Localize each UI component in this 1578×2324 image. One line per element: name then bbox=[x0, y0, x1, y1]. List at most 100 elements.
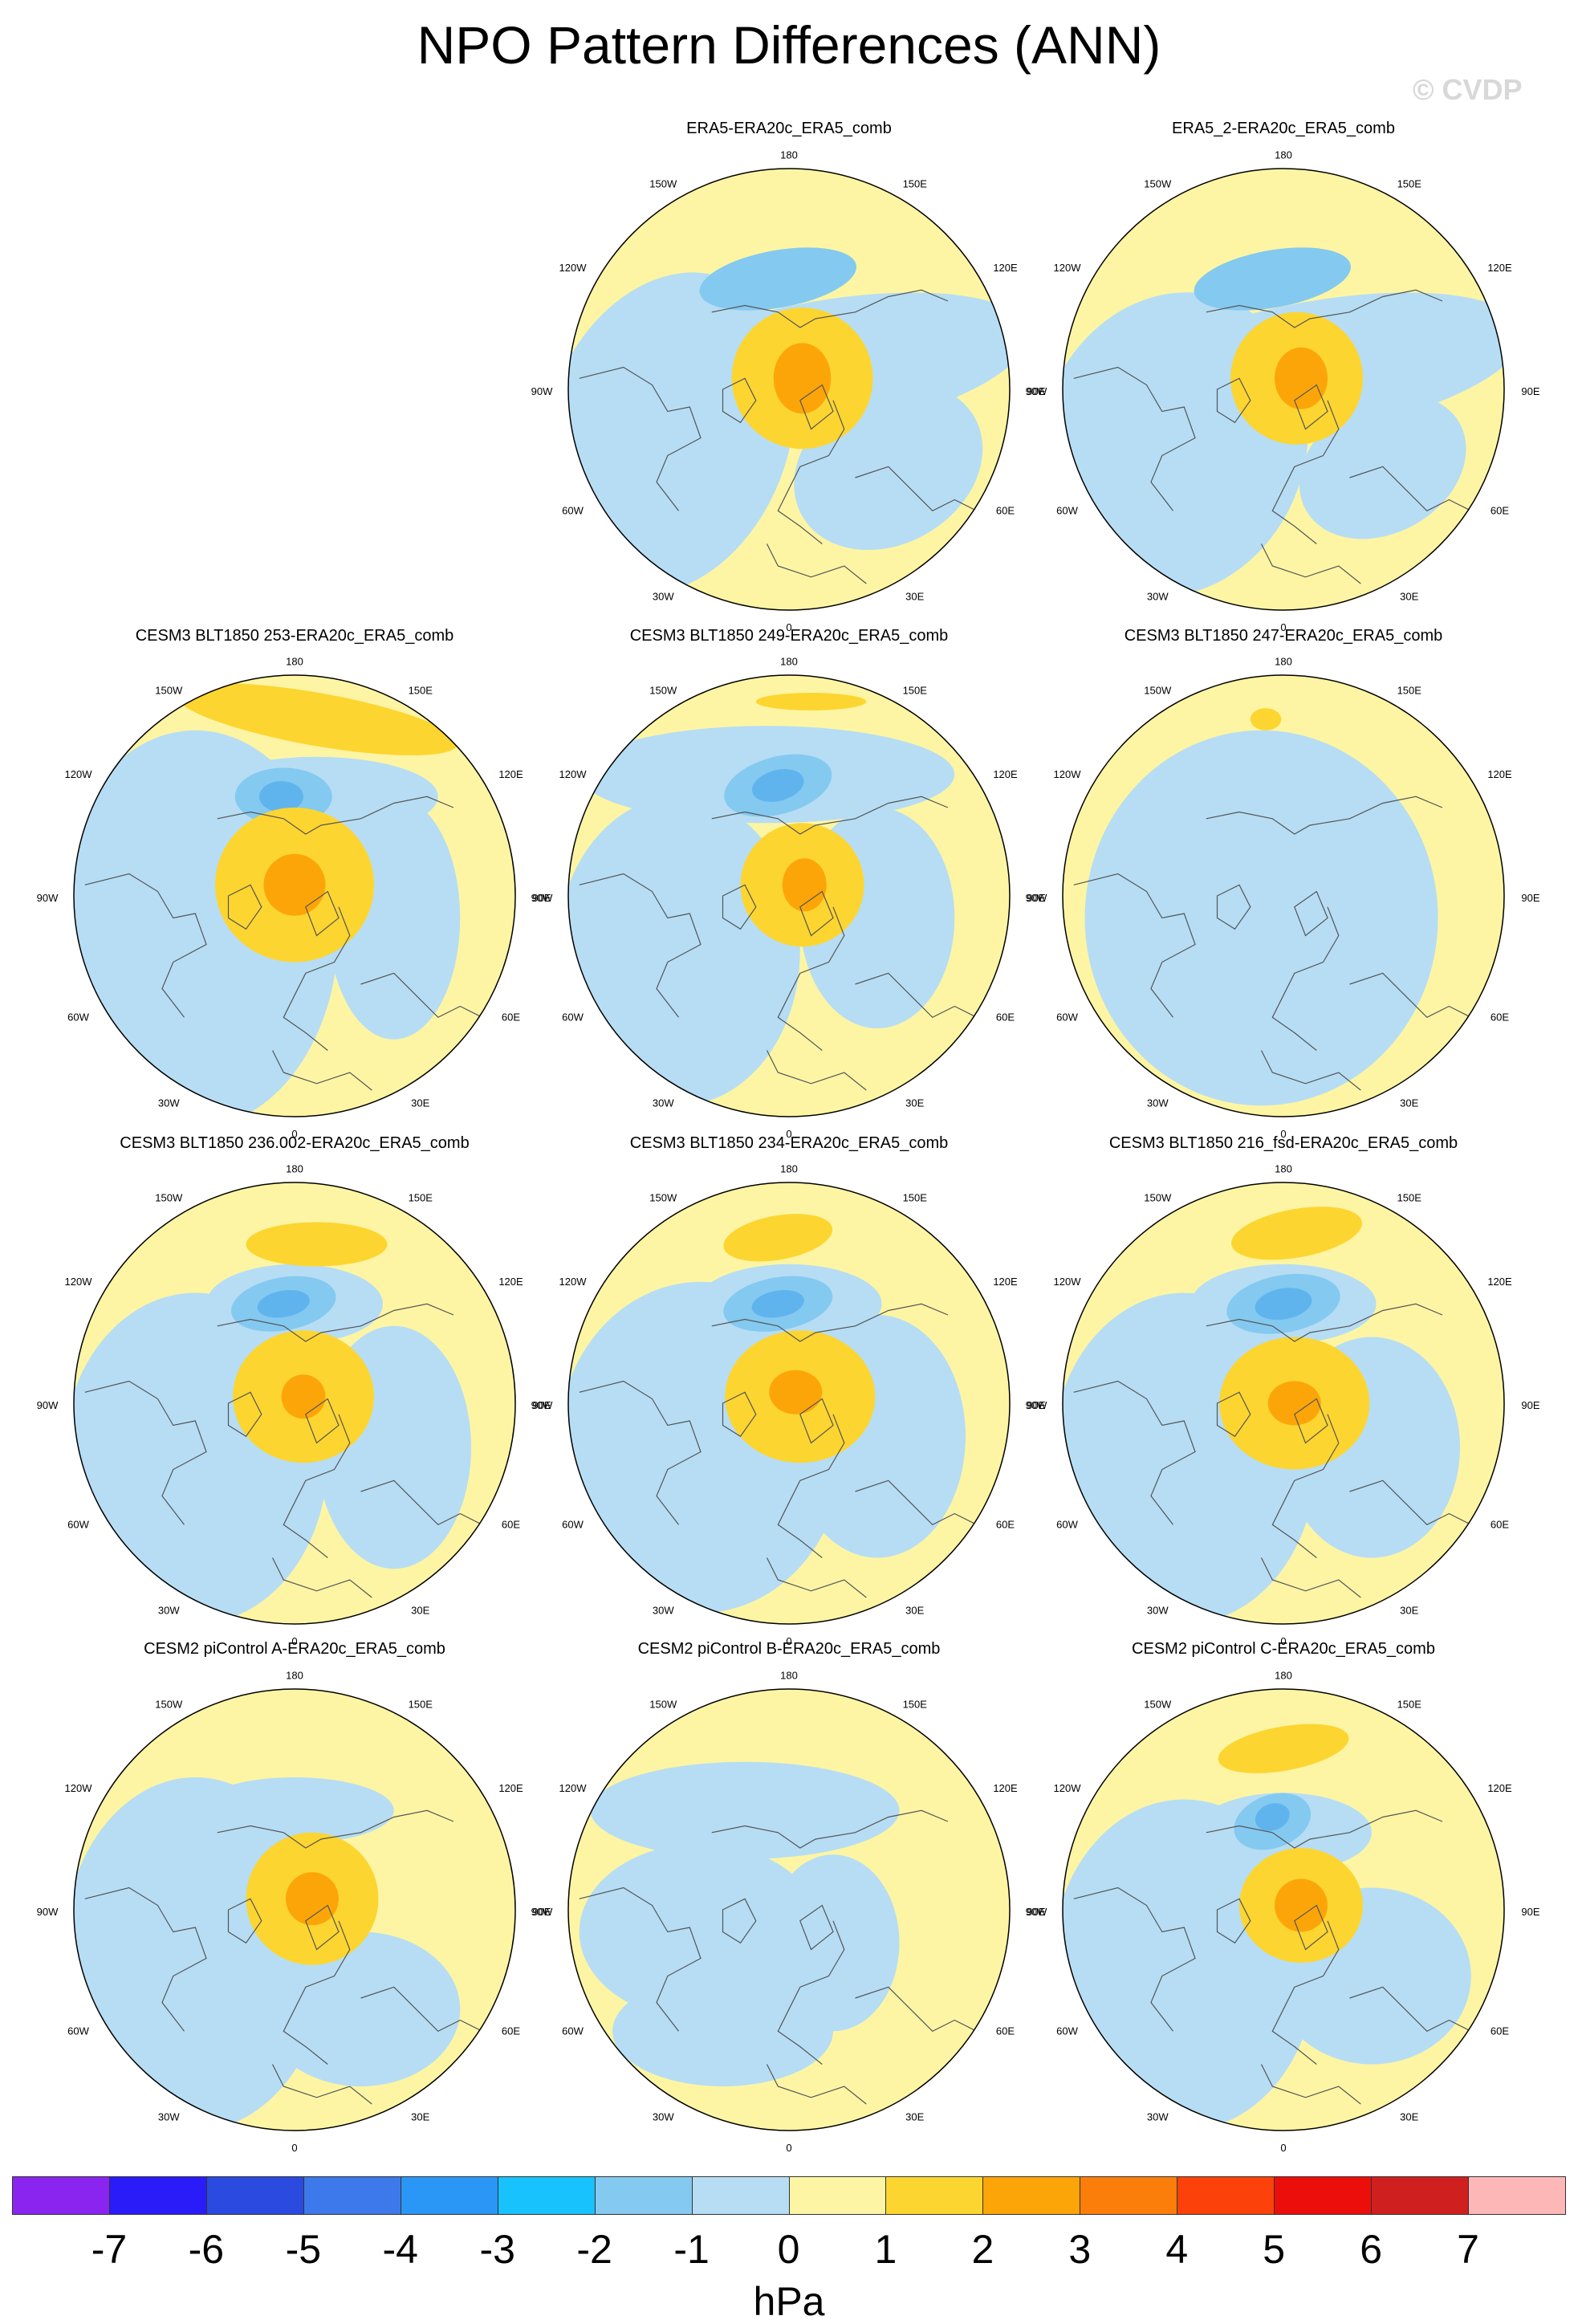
longitude-label: 90W bbox=[1026, 1906, 1047, 1918]
longitude-label: 90W bbox=[531, 892, 553, 904]
longitude-label: 120W bbox=[559, 1276, 588, 1288]
longitude-label: 30E bbox=[1400, 591, 1418, 603]
longitude-label: 180 bbox=[780, 1163, 798, 1175]
coastline bbox=[271, 1050, 372, 1091]
longitude-label: 0 bbox=[786, 1128, 791, 1140]
colorbar bbox=[12, 2176, 1566, 2215]
panel-title: ERA5-ERA20c_ERA5_comb bbox=[686, 120, 892, 137]
coastline bbox=[1260, 1557, 1361, 1598]
coastline bbox=[711, 1303, 949, 1342]
longitude-label: 150W bbox=[1144, 1698, 1172, 1710]
coastline bbox=[227, 1898, 262, 1944]
polar-map-panel: 180 0 150W 150E 120W 120E 90W 90E 60W 60E 30W 30E bbox=[531, 1661, 1046, 2159]
longitude-label: 30W bbox=[1147, 2111, 1169, 2123]
longitude-label: 120W bbox=[559, 768, 588, 780]
longitude-label: 150E bbox=[1397, 1191, 1422, 1203]
longitude-label: 150E bbox=[903, 1698, 928, 1710]
longitude-label: 90E bbox=[532, 1399, 551, 1411]
longitude-label: 90E bbox=[1521, 1399, 1539, 1411]
longitude-label: 90E bbox=[1027, 892, 1045, 904]
positive-region bbox=[723, 1214, 833, 1262]
longitude-label: 30W bbox=[1147, 1605, 1169, 1617]
longitude-label: 150W bbox=[155, 1191, 183, 1203]
polar-map-panel: 180 0 150W 150E 120W 120E 90W 90E 60W 60E 30W 30E bbox=[1026, 1661, 1540, 2159]
longitude-label: 120W bbox=[1054, 1276, 1082, 1288]
negative-core bbox=[751, 1290, 804, 1318]
longitude-label: 180 bbox=[286, 656, 303, 668]
colorbar-box bbox=[594, 2176, 693, 2215]
positive-core bbox=[1275, 347, 1328, 409]
coastline bbox=[722, 377, 757, 424]
colorbar-tick-label: 2 bbox=[971, 2227, 994, 2272]
longitude-label: 150E bbox=[1397, 1698, 1422, 1710]
coastline bbox=[855, 1479, 978, 1526]
coastline bbox=[217, 1809, 454, 1849]
longitude-label: 60E bbox=[1491, 1011, 1509, 1023]
colorbar-box bbox=[205, 2176, 304, 2215]
panel-title: CESM3 BLT1850 236.002-ERA20c_ERA5_comb bbox=[120, 1134, 470, 1152]
longitude-label: 90E bbox=[1027, 385, 1045, 397]
positive-region bbox=[175, 683, 458, 755]
colorbar-tick-label: 5 bbox=[1263, 2227, 1286, 2272]
longitude-label: 60E bbox=[996, 1011, 1015, 1023]
longitude-label: 120E bbox=[498, 1276, 523, 1288]
coastline bbox=[227, 884, 262, 930]
longitude-label: 120E bbox=[498, 768, 523, 780]
longitude-label: 60E bbox=[502, 1011, 520, 1023]
longitude-label: 120E bbox=[993, 1276, 1018, 1288]
positive-region bbox=[1250, 708, 1282, 731]
longitude-label: 150E bbox=[1397, 177, 1422, 189]
longitude-label: 150W bbox=[1144, 177, 1172, 189]
longitude-label: 150W bbox=[649, 177, 677, 189]
map-border bbox=[567, 168, 1011, 611]
coastline bbox=[1349, 972, 1472, 1019]
coastline bbox=[1073, 1380, 1196, 1525]
longitude-label: 180 bbox=[1275, 149, 1292, 161]
longitude-label: 60E bbox=[996, 2025, 1015, 2037]
longitude-label: 90E bbox=[1521, 892, 1539, 904]
longitude-label: 120E bbox=[1487, 1782, 1512, 1794]
colorbar-tick-label: -3 bbox=[479, 2227, 515, 2272]
longitude-label: 30E bbox=[411, 1097, 429, 1109]
colorbar-box bbox=[982, 2176, 1081, 2215]
positive-region bbox=[755, 693, 867, 710]
polar-map-panel: 180 0 150W 150E 120W 120E 90W 90E 60W 60E 30W 30E bbox=[1026, 647, 1540, 1145]
longitude-label: 120E bbox=[993, 768, 1018, 780]
longitude-label: 30E bbox=[905, 2111, 924, 2123]
longitude-label: 0 bbox=[291, 2142, 297, 2154]
positive-core bbox=[782, 858, 827, 912]
longitude-label: 30E bbox=[905, 591, 924, 603]
colorbar-box bbox=[1371, 2176, 1470, 2215]
coastline bbox=[1294, 890, 1328, 937]
colorbar-box bbox=[400, 2176, 498, 2215]
coastline bbox=[1216, 884, 1251, 930]
longitude-label: 120W bbox=[1054, 1782, 1082, 1794]
coastline bbox=[1349, 1986, 1472, 2033]
coastline bbox=[711, 289, 949, 328]
colorbar-box bbox=[1468, 2176, 1566, 2215]
figure-title: NPO Pattern Differences (ANN) bbox=[417, 15, 1161, 75]
longitude-label: 60W bbox=[562, 1518, 584, 1530]
positive-core bbox=[1267, 1381, 1321, 1426]
map-border bbox=[73, 674, 516, 1117]
map-border bbox=[73, 1688, 516, 2131]
longitude-label: 30W bbox=[158, 2111, 180, 2123]
longitude-label: 30W bbox=[1147, 591, 1169, 603]
colorbar-tick-label: 0 bbox=[777, 2227, 800, 2272]
positive-core bbox=[773, 343, 832, 414]
colorbar-tick-label: 7 bbox=[1457, 2227, 1479, 2272]
negative-region bbox=[1283, 796, 1438, 1040]
colorbar-tick-label: -7 bbox=[91, 2227, 128, 2272]
longitude-label: 90W bbox=[1026, 892, 1047, 904]
longitude-label: 60W bbox=[562, 2025, 584, 2037]
panel-title: CESM3 BLT1850 249-ERA20c_ERA5_comb bbox=[629, 627, 949, 645]
longitude-label: 90E bbox=[1027, 1906, 1045, 1918]
longitude-label: 150W bbox=[1144, 684, 1172, 696]
coastline bbox=[360, 1479, 483, 1526]
longitude-label: 90E bbox=[1521, 385, 1539, 397]
polar-map-panel: 180 0 150W 150E 120W 120E 90W 90E 60W 60E 30W 30E bbox=[1026, 1154, 1540, 1652]
